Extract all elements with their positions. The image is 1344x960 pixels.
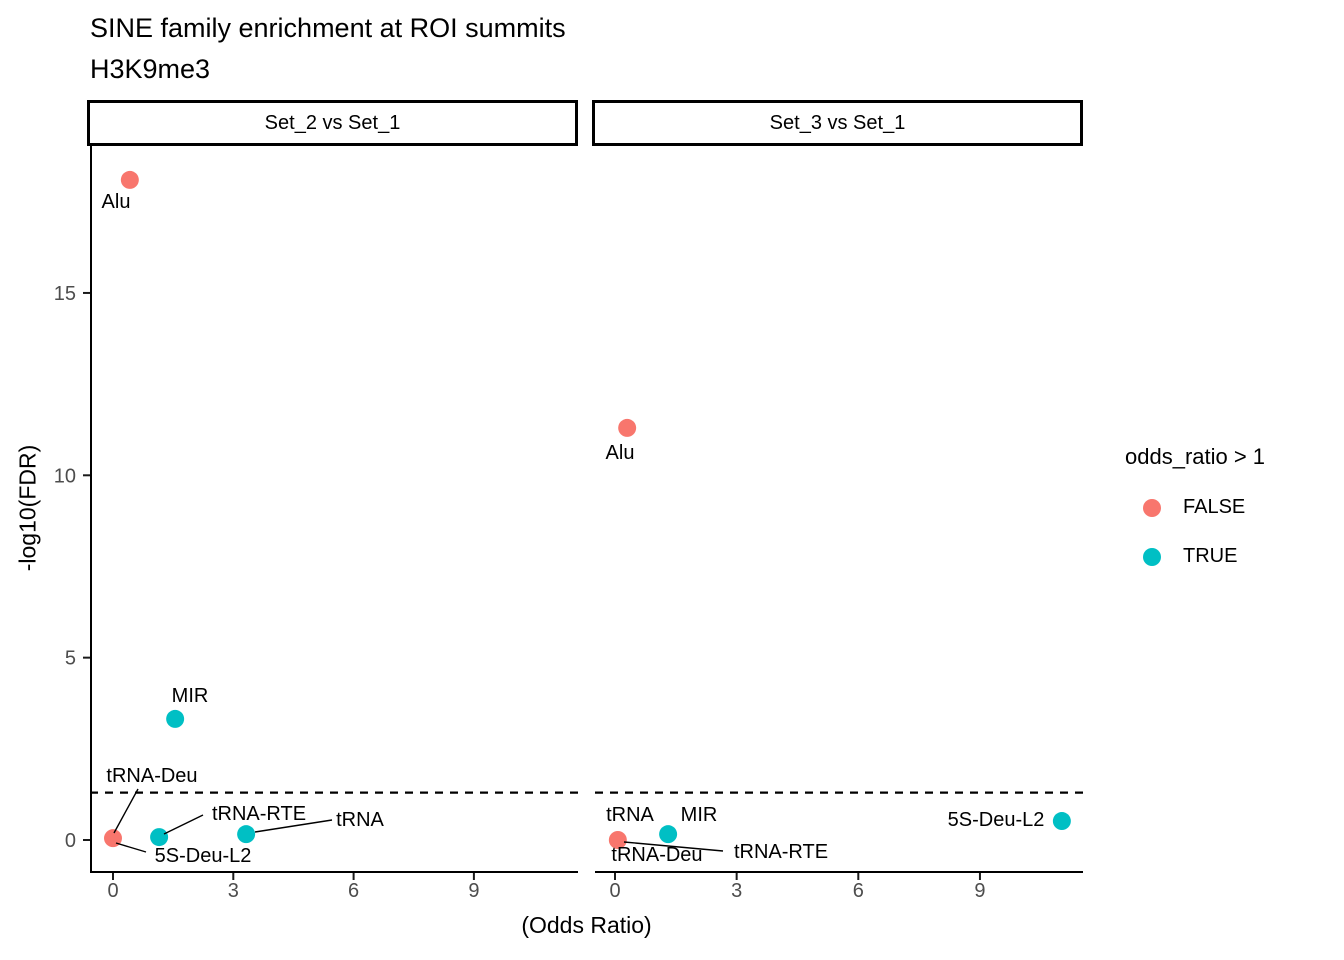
point-label-mir: MIR xyxy=(172,685,209,707)
x-tick-label: 6 xyxy=(348,880,359,902)
leader-line-trna-deu xyxy=(113,788,139,834)
data-point-alu xyxy=(120,170,139,189)
x-tick-label: 9 xyxy=(468,880,479,902)
y-tick-label: 5 xyxy=(65,648,76,670)
x-tick-label: 0 xyxy=(107,880,118,902)
x-tick-label: 6 xyxy=(853,880,864,902)
plot-title: SINE family enrichment at ROI summits xyxy=(90,13,566,43)
point-label-trna-rte: tRNA-RTE xyxy=(734,841,828,863)
x-tick-label: 3 xyxy=(731,880,742,902)
legend-false-dot-icon xyxy=(1143,498,1161,517)
data-point-mir xyxy=(166,709,185,728)
leader-line-trna-rte xyxy=(623,841,724,852)
legend-entry-true: TRUE xyxy=(1125,545,1265,568)
point-label-5s-deu-l2: 5S-Deu-L2 xyxy=(948,809,1045,831)
y-tick-label: 10 xyxy=(54,465,76,487)
leader-line-5s-deu-l2 xyxy=(115,842,147,853)
x-tick-label: 3 xyxy=(228,880,239,902)
data-point-trna-deu xyxy=(104,829,122,848)
point-label-trna-deu: tRNA-Deu xyxy=(611,844,702,866)
point-label-5s-deu-l2: 5S-Deu-L2 xyxy=(155,845,252,867)
facet-strip-set2-vs-set1: Set_2 vs Set_1 xyxy=(87,100,578,146)
legend-title: odds_ratio > 1 xyxy=(1125,444,1266,469)
facet-strip-label: Set_2 vs Set_1 xyxy=(264,111,401,134)
data-point-trna xyxy=(608,831,627,849)
data-point-mir xyxy=(659,825,678,844)
point-label-alu: Alu xyxy=(102,191,131,213)
point-label-mir: MIR xyxy=(681,804,718,826)
leader-line-trna xyxy=(254,819,333,833)
plot-panel-left xyxy=(90,146,578,873)
data-point-alu xyxy=(618,418,637,437)
data-point-trna xyxy=(237,825,256,844)
data-point-5s-deu-l2 xyxy=(150,828,169,847)
legend-entry-false: FALSE xyxy=(1125,496,1265,519)
plot-panel-right xyxy=(595,146,1083,873)
y-tick-label: 0 xyxy=(65,830,76,852)
leader-line-trna-rte xyxy=(163,814,204,835)
facet-strip-label: Set_3 vs Set_1 xyxy=(769,111,906,134)
y-axis-title: -log10(FDR) xyxy=(14,444,41,572)
point-label-trna: tRNA xyxy=(336,809,384,831)
legend-entry-label: TRUE xyxy=(1183,545,1238,567)
legend: odds_ratio > 1 FALSE TRUE xyxy=(1125,444,1265,568)
plot-subtitle: H3K9me3 xyxy=(90,54,211,84)
point-label-trna-deu: tRNA-Deu xyxy=(106,765,197,787)
x-tick-label: 9 xyxy=(974,880,985,902)
data-point-5s-deu-l2 xyxy=(1052,812,1071,831)
point-label-trna-rte: tRNA-RTE xyxy=(212,803,306,825)
legend-true-dot-icon xyxy=(1143,547,1161,566)
point-label-trna: tRNA xyxy=(606,804,654,826)
x-tick-label: 0 xyxy=(609,880,620,902)
facet-strip-set3-vs-set1: Set_3 vs Set_1 xyxy=(592,100,1083,146)
x-axis-title: (Odds Ratio) xyxy=(521,912,652,938)
legend-entry-label: FALSE xyxy=(1183,496,1246,518)
y-tick-label: 15 xyxy=(54,283,76,305)
point-label-alu: Alu xyxy=(606,442,635,464)
